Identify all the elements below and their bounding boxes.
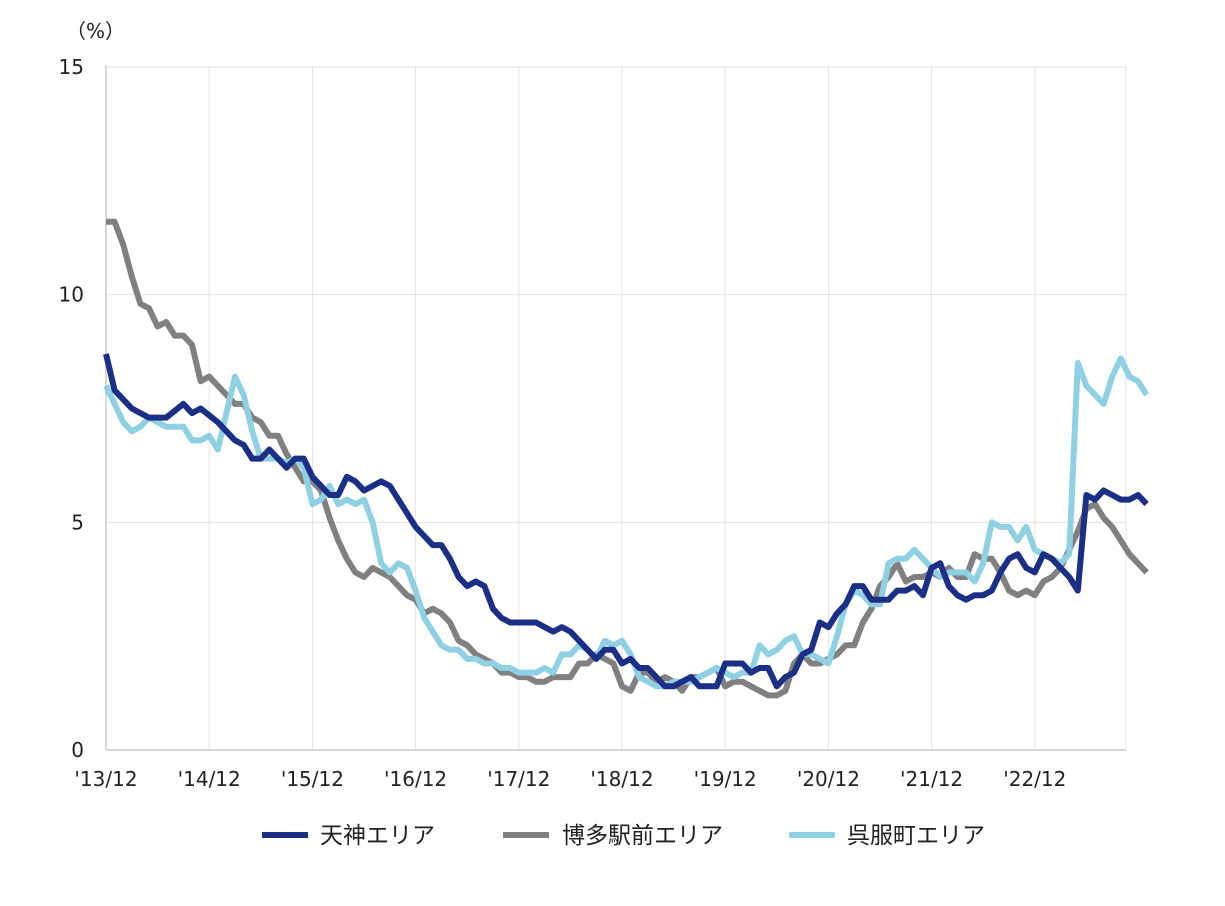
legend-label-2: 呉服町エリア bbox=[847, 823, 985, 849]
x-tick-label: '22/12 bbox=[1003, 767, 1066, 791]
y-tick-label: 15 bbox=[59, 55, 84, 79]
x-tick-label: '15/12 bbox=[281, 767, 344, 791]
axes bbox=[105, 65, 1126, 751]
y-axis-ticks: 0 5 10 15 bbox=[59, 55, 84, 762]
x-tick-label: '16/12 bbox=[384, 767, 447, 791]
legend-label-0: 天神エリア bbox=[320, 823, 435, 849]
legend: 天神エリア 博多駅前エリア 呉服町エリア bbox=[262, 823, 985, 849]
x-tick-label: '17/12 bbox=[487, 767, 550, 791]
y-tick-label: 10 bbox=[59, 283, 84, 307]
x-tick-label: '20/12 bbox=[797, 767, 860, 791]
x-tick-label: '14/12 bbox=[178, 767, 241, 791]
x-axis-ticks: '13/12 '14/12 '15/12 '16/12 '17/12 '18/12 '19/… bbox=[74, 767, 1066, 791]
x-tick-label: '18/12 bbox=[590, 767, 653, 791]
series-line-2 bbox=[103, 355, 1150, 690]
y-axis-unit-label: （%） bbox=[66, 19, 125, 43]
grid-lines bbox=[106, 66, 1127, 750]
y-tick-label: 5 bbox=[71, 510, 84, 534]
x-tick-label: '19/12 bbox=[694, 767, 757, 791]
y-tick-label: 0 bbox=[71, 738, 84, 762]
series-line-0 bbox=[103, 353, 1149, 690]
series-lines bbox=[103, 218, 1150, 699]
legend-label-1: 博多駅前エリア bbox=[562, 823, 723, 849]
x-tick-label: '13/12 bbox=[74, 767, 137, 791]
x-tick-label: '21/12 bbox=[900, 767, 963, 791]
series-line-1 bbox=[106, 218, 1149, 699]
